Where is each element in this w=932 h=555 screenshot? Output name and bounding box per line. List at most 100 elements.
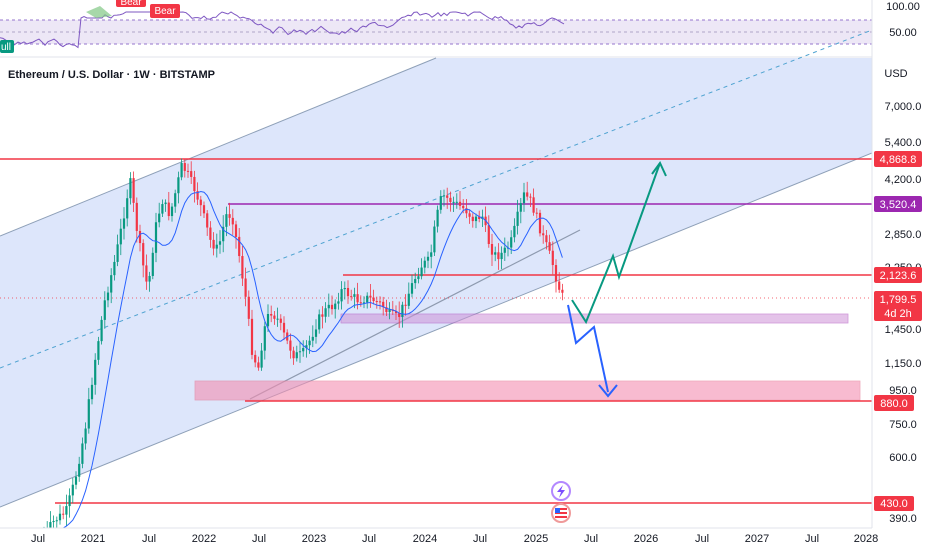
bear-badge-1-text: Bear bbox=[120, 0, 142, 8]
candle-body bbox=[273, 315, 276, 319]
time-tick: 2026 bbox=[634, 533, 658, 545]
candle-body bbox=[106, 292, 110, 301]
candle-body bbox=[295, 352, 298, 359]
time-tick: Jul bbox=[142, 533, 156, 545]
price-axis[interactable]: 100.00 50.00 USD 7,000.0 5,400.0 4,200.0… bbox=[871, 0, 932, 528]
osc-tick-50: 50.00 bbox=[889, 27, 917, 39]
candle-body bbox=[414, 279, 417, 284]
candle-body bbox=[535, 212, 538, 214]
price-tick: 950.0 bbox=[889, 385, 917, 397]
candle-body bbox=[362, 302, 366, 304]
candle-body bbox=[346, 287, 350, 297]
price-tick: 1,150.0 bbox=[885, 358, 922, 370]
event-icon-lightning[interactable] bbox=[551, 481, 571, 501]
level-badge-430-text: 430.0 bbox=[880, 498, 908, 510]
candle-body bbox=[238, 236, 241, 257]
channel-midline bbox=[0, 29, 872, 369]
candle-body bbox=[103, 300, 106, 320]
symbol-title: Ethereum / U.S. Dollar · 1W · BITSTAMP bbox=[8, 69, 215, 81]
candle-body bbox=[330, 304, 334, 310]
candle-body bbox=[222, 226, 225, 242]
candle-body bbox=[158, 213, 161, 223]
candle-body bbox=[532, 197, 535, 213]
level-badge-880-text: 880.0 bbox=[880, 398, 908, 410]
channel-upper-line bbox=[0, 57, 437, 237]
candle-body bbox=[522, 192, 526, 204]
candle-body bbox=[439, 196, 442, 210]
candle-body bbox=[334, 303, 337, 310]
candle-body bbox=[196, 191, 199, 200]
candle-body bbox=[292, 350, 295, 359]
bull-badge: ull bbox=[0, 40, 14, 53]
candle-body bbox=[68, 495, 71, 507]
candle-body bbox=[234, 224, 238, 237]
demand-zone-pink bbox=[194, 380, 861, 401]
candle-body bbox=[382, 301, 385, 308]
candle-body bbox=[177, 177, 180, 194]
time-tick: 2022 bbox=[192, 533, 216, 545]
candle-body bbox=[343, 287, 346, 290]
event-icon-us-flag[interactable] bbox=[551, 503, 571, 523]
candle-body bbox=[215, 244, 218, 249]
candle-body bbox=[478, 216, 481, 219]
candle-body bbox=[426, 256, 430, 261]
bear-badge-2: Bear bbox=[150, 4, 180, 18]
time-tick: 2023 bbox=[302, 533, 326, 545]
candle-body bbox=[410, 283, 414, 294]
candle-body bbox=[154, 222, 158, 253]
candle-body bbox=[199, 199, 202, 206]
candle-body bbox=[81, 443, 84, 464]
time-tick: Jul bbox=[695, 533, 709, 545]
candle-body bbox=[212, 239, 215, 249]
candle-body bbox=[218, 241, 222, 245]
candle-body bbox=[244, 278, 247, 297]
candle-body bbox=[452, 201, 455, 203]
candle-body bbox=[398, 313, 401, 318]
time-tick: 2028 bbox=[854, 533, 878, 545]
candle-body bbox=[350, 296, 353, 298]
candle-body bbox=[494, 252, 497, 255]
time-tick: Jul bbox=[584, 533, 598, 545]
candle-body bbox=[529, 196, 532, 198]
candle-body bbox=[356, 294, 359, 303]
price-tick: 5,400.0 bbox=[885, 137, 922, 149]
time-axis[interactable]: Jul 2021 Jul 2022 Jul 2023 Jul 2024 Jul … bbox=[0, 527, 932, 550]
candle-body bbox=[260, 350, 263, 368]
candle-body bbox=[138, 230, 142, 244]
candle-body bbox=[378, 301, 382, 303]
time-remaining-text: 4d 2h bbox=[884, 308, 912, 320]
time-tick: Jul bbox=[473, 533, 487, 545]
candle-body bbox=[510, 237, 513, 248]
candle-body bbox=[526, 192, 529, 197]
candle-body bbox=[404, 304, 407, 306]
candle-body bbox=[110, 275, 113, 293]
price-tick: 2,850.0 bbox=[885, 229, 922, 241]
time-tick: Jul bbox=[362, 533, 376, 545]
candle-body bbox=[324, 308, 327, 317]
bearish-projection-path bbox=[567, 304, 609, 393]
candle-body bbox=[366, 295, 369, 303]
candle-body bbox=[542, 233, 545, 236]
candle-body bbox=[458, 201, 462, 206]
level-badge-880 bbox=[874, 395, 914, 411]
candle-body bbox=[100, 319, 103, 342]
candle-body bbox=[129, 178, 132, 199]
candle-body bbox=[423, 260, 426, 268]
candle-body bbox=[270, 313, 273, 316]
candle-body bbox=[417, 276, 420, 280]
candle-body bbox=[132, 178, 135, 203]
candle-body bbox=[468, 213, 471, 217]
current-price-badge bbox=[874, 291, 922, 321]
level-badge-3520 bbox=[874, 196, 922, 212]
price-tick: 7,000.0 bbox=[885, 101, 922, 113]
candle-body bbox=[538, 212, 542, 234]
candle-body bbox=[433, 226, 436, 253]
candle-body bbox=[465, 208, 468, 214]
bullish-projection-path bbox=[571, 162, 661, 325]
candle-body bbox=[298, 351, 302, 353]
level-badge-2123 bbox=[874, 267, 922, 283]
candle-body bbox=[305, 345, 308, 349]
candle-body bbox=[84, 428, 87, 444]
